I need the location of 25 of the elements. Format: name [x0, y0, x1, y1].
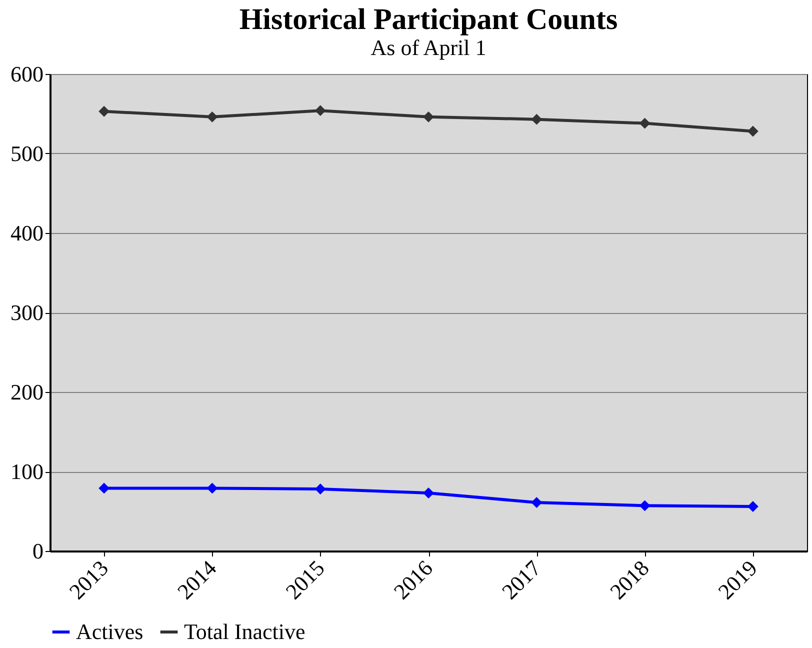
y-tick-label: 100 — [10, 459, 44, 484]
point — [98, 106, 110, 117]
chart-subtitle: As of April 1 — [370, 35, 486, 60]
point — [747, 126, 758, 137]
point — [747, 501, 758, 512]
y-tick-label: 500 — [10, 141, 44, 166]
legend-label: Actives — [76, 619, 144, 644]
y-tick-label: 400 — [10, 220, 44, 246]
point — [314, 105, 326, 116]
point — [531, 114, 542, 125]
point — [639, 118, 650, 129]
y-tick-label: 600 — [10, 62, 44, 86]
y-tick-label: 300 — [10, 300, 44, 325]
y-tick-label: 200 — [10, 380, 44, 404]
legend-label: Total Inactive — [184, 619, 306, 644]
y-tick-label: 0 — [32, 538, 44, 564]
point — [639, 500, 650, 512]
point — [531, 497, 542, 508]
point — [206, 482, 218, 494]
point — [423, 111, 434, 122]
point — [98, 482, 110, 494]
point — [423, 487, 434, 498]
point — [206, 111, 218, 122]
point — [314, 484, 326, 494]
chart-title: Historical Participant Counts — [239, 3, 618, 36]
